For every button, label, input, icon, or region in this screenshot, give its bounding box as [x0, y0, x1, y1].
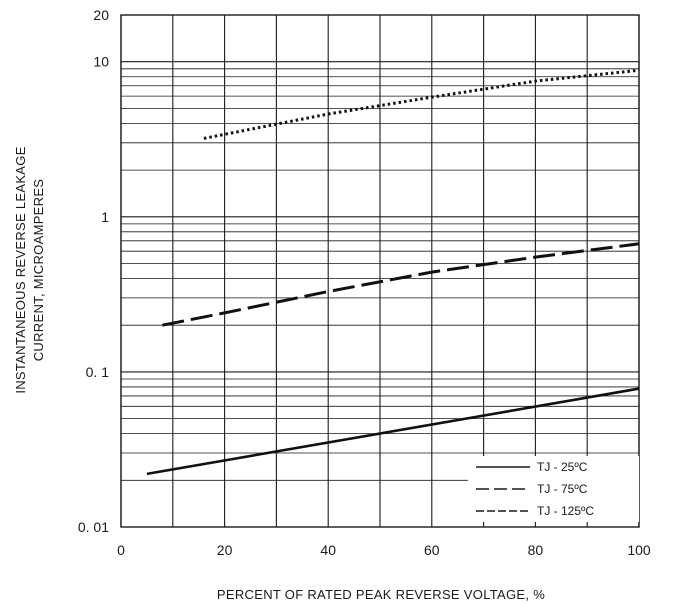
- y-axis-title: INSTANTANEOUS REVERSE LEAKAGE CURRENT, M…: [13, 146, 46, 393]
- tick-labels: 0 20 40 60 80 100 0. 01 0. 1 1 10 20: [78, 7, 651, 558]
- x-tick-label: 80: [528, 542, 544, 558]
- legend-label-2: TJ - 75ºC: [537, 482, 588, 496]
- series-line-dotted: [203, 68, 640, 140]
- plot-frame: [120, 14, 640, 528]
- y-tick-label: 10: [93, 54, 109, 70]
- legend-label-3: TJ - 125ºC: [537, 504, 594, 518]
- y-tick-label: 1: [101, 209, 109, 225]
- x-tick-label: 100: [627, 542, 651, 558]
- y-axis-title-line-1: INSTANTANEOUS REVERSE LEAKAGE: [13, 146, 28, 393]
- x-tick-label: 40: [320, 542, 336, 558]
- grid: [120, 14, 640, 528]
- y-tick-label: 0. 01: [78, 519, 109, 535]
- legend: TJ - 25ºC TJ - 75ºC TJ - 125ºC: [468, 456, 639, 522]
- series-group: [146, 68, 640, 476]
- x-axis-title: PERCENT OF RATED PEAK REVERSE VOLTAGE, %: [217, 587, 545, 602]
- x-tick-label: 60: [424, 542, 440, 558]
- y-tick-label: 0. 1: [86, 364, 110, 380]
- y-axis-title-line-2: CURRENT, MICROAMPERES: [31, 179, 46, 362]
- series-line-solid: [146, 387, 640, 476]
- x-tick-label: 20: [217, 542, 233, 558]
- legend-label-1: TJ - 25ºC: [537, 460, 588, 474]
- x-tick-label: 0: [117, 542, 125, 558]
- y-tick-label: 20: [93, 7, 109, 23]
- series-line-dashed: [162, 242, 640, 327]
